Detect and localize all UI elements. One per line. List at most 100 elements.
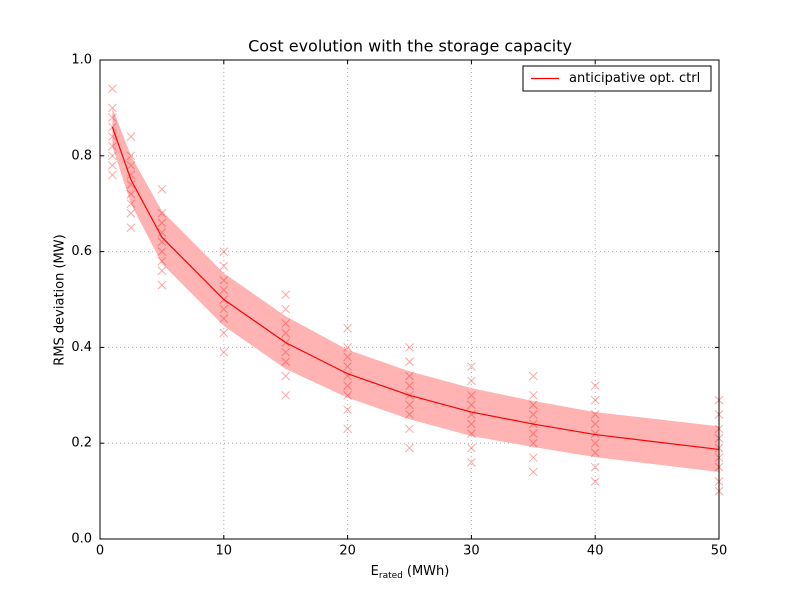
scatter-point xyxy=(281,347,291,357)
scatter-point xyxy=(126,189,136,199)
x-label-sub: rated xyxy=(379,571,403,581)
scatter-point xyxy=(108,84,117,94)
y-tick-label: 0.4 xyxy=(71,340,92,355)
scatter-point xyxy=(528,453,538,462)
scatter-point xyxy=(343,405,352,415)
scatter-point xyxy=(281,328,291,338)
scatter-point xyxy=(157,228,167,237)
scatter-point xyxy=(467,443,476,453)
scatter-point xyxy=(467,390,476,400)
scatter-point xyxy=(590,448,600,458)
scatter-point xyxy=(281,290,291,300)
scatter-point xyxy=(528,390,538,400)
scatter-point xyxy=(281,319,291,328)
x-tick-label: 30 xyxy=(463,544,480,559)
scatter-point xyxy=(108,170,117,180)
scatter-point xyxy=(590,410,600,419)
scatter-point xyxy=(126,223,136,233)
scatter-point xyxy=(108,141,117,151)
confidence-band xyxy=(112,107,719,472)
scatter-point xyxy=(108,151,117,161)
scatter-point xyxy=(219,285,229,295)
scatter-point xyxy=(126,151,136,161)
plot-frame xyxy=(99,59,720,540)
scatter-point xyxy=(405,400,414,410)
scatter-point xyxy=(219,314,229,324)
scatter-point xyxy=(219,261,229,271)
scatter-point xyxy=(590,429,600,438)
x-tick-label: 10 xyxy=(216,544,233,559)
x-axis-label: Erated (MWh) xyxy=(371,564,450,581)
scatter-point xyxy=(528,467,538,477)
scatter-point xyxy=(281,304,291,314)
x-tick-label: 20 xyxy=(339,544,356,559)
scatter-point xyxy=(126,161,136,170)
line xyxy=(111,126,720,451)
y-tick-label: 0.0 xyxy=(71,532,92,547)
y-tick-label: 0.2 xyxy=(71,436,92,451)
scatter-point xyxy=(343,362,352,371)
scatter-point xyxy=(467,458,476,467)
scatter-point xyxy=(281,371,291,381)
scatter-point xyxy=(108,103,117,113)
scatter-point xyxy=(405,343,414,352)
scatter-point xyxy=(343,390,352,400)
y-axis-label: RMS deviation (MW) xyxy=(53,234,68,365)
scatter-point xyxy=(405,381,414,391)
scatter-point xyxy=(157,247,167,256)
y-tick-label: 0.6 xyxy=(71,244,92,259)
scatter-point xyxy=(528,410,538,419)
scatter-point xyxy=(157,266,167,276)
scatter-point xyxy=(405,424,414,434)
scatter-point xyxy=(590,419,600,429)
scatter-point xyxy=(219,247,229,256)
x-label-main: E xyxy=(371,564,379,579)
scatter-point xyxy=(126,199,136,209)
scatter-point xyxy=(467,429,476,438)
scatter-point xyxy=(343,381,352,391)
scatter-point xyxy=(157,256,167,266)
scatter-point xyxy=(126,180,136,189)
scatter-point xyxy=(528,371,538,381)
scatter-point xyxy=(281,390,291,400)
scatter-point xyxy=(108,161,117,170)
scatter-point xyxy=(590,438,600,448)
scatter-point xyxy=(467,400,476,410)
scatter-point xyxy=(157,208,167,218)
scatter-point xyxy=(528,438,538,448)
scatter-point xyxy=(343,424,352,434)
scatter-point xyxy=(590,381,600,391)
scatter-point xyxy=(590,395,600,405)
chart-title: Cost evolution with the storage capacity xyxy=(248,37,572,56)
x-tick-label: 0 xyxy=(96,544,104,559)
scatter-point xyxy=(281,357,291,367)
scatter-point xyxy=(405,357,414,367)
scatter-point xyxy=(405,371,414,381)
scatter-point xyxy=(219,275,229,285)
scatter-point xyxy=(157,218,167,228)
scatter-point xyxy=(467,376,476,386)
scatter-point xyxy=(405,410,414,419)
scatter-point xyxy=(343,352,352,362)
y-tick-label: 0.8 xyxy=(71,148,92,163)
scatter-point xyxy=(467,419,476,429)
scatter-point xyxy=(219,304,229,314)
scatter-point xyxy=(467,362,476,371)
scatter-point xyxy=(219,328,229,338)
x-label-unit: (MWh) xyxy=(407,564,449,579)
scatter-point xyxy=(343,343,352,352)
scatter-points xyxy=(108,84,724,496)
scatter-point xyxy=(126,208,136,218)
x-tick-label: 40 xyxy=(587,544,604,559)
scatter-point xyxy=(590,477,600,486)
scatter-point xyxy=(528,400,538,410)
x-tick-label: 50 xyxy=(711,544,728,559)
scatter-point xyxy=(157,184,167,194)
scatter-point xyxy=(219,347,229,357)
legend-label: anticipative opt. ctrl xyxy=(569,71,700,86)
scatter-point xyxy=(126,132,136,141)
scatter-point xyxy=(343,323,352,333)
scatter-point xyxy=(108,113,117,122)
scatter-point xyxy=(528,429,538,438)
